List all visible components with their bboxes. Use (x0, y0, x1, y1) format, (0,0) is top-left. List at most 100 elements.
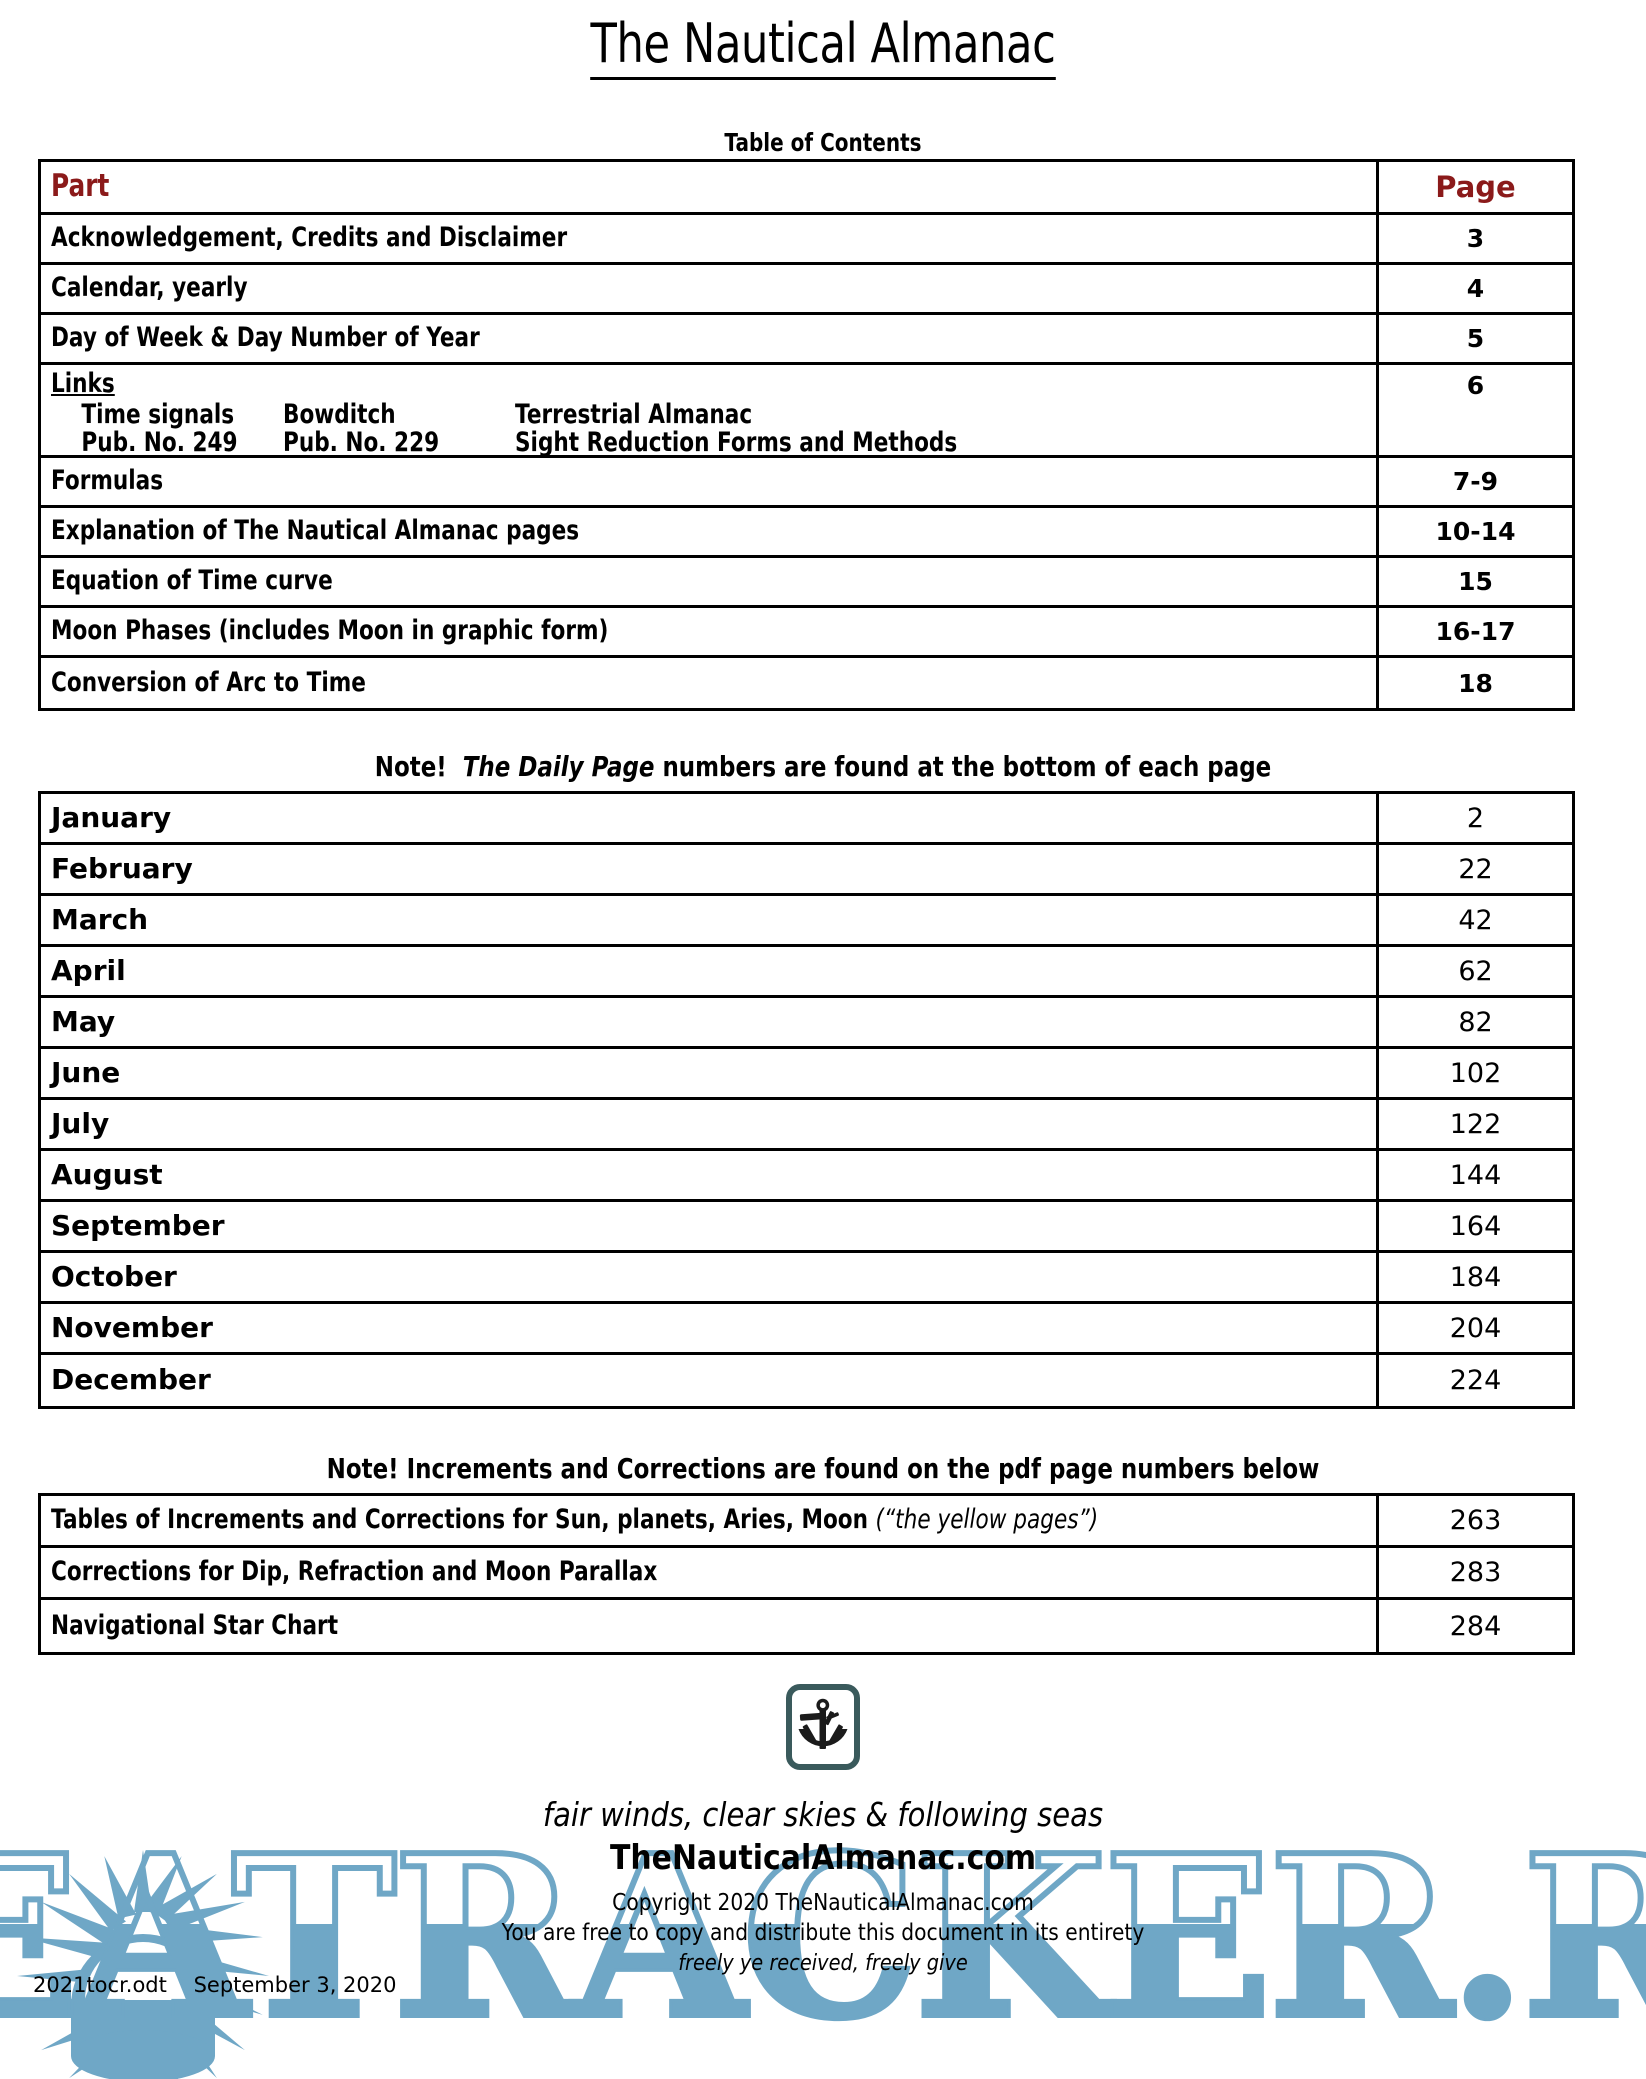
toc-entry-acknowledgement[interactable]: Acknowledgement, Credits and Disclaimer (41, 215, 1379, 262)
month-page-november: 204 (1449, 1312, 1502, 1344)
toc-page-arc-to-time: 18 (1458, 668, 1493, 698)
note-daily-lead: Note! (374, 750, 447, 783)
toc-entry-equation-of-time[interactable]: Equation of Time curve (41, 558, 1379, 605)
month-page-march: 42 (1458, 904, 1493, 936)
link-time-signals[interactable]: Time signals (81, 398, 235, 430)
note-increments: Note! Increments and Corrections are fou… (326, 1452, 1320, 1485)
month-february[interactable]: February (41, 845, 1379, 893)
toc-page-calendar: 4 (1466, 274, 1485, 303)
toc-page-formulas: 7-9 (1452, 467, 1499, 496)
month-page-december: 224 (1449, 1365, 1502, 1396)
incr-entry-star-chart[interactable]: Navigational Star Chart (41, 1600, 1379, 1652)
sextant-badge (786, 1684, 860, 1770)
table-row[interactable]: September 164 (41, 1202, 1572, 1253)
incr-note-yellow-pages: (“the yellow pages”) (875, 1504, 1099, 1535)
link-terrestrial-almanac[interactable]: Terrestrial Almanac (515, 398, 753, 430)
link-sight-reduction[interactable]: Sight Reduction Forms and Methods (515, 427, 958, 459)
table-row[interactable]: Tables of Increments and Corrections for… (41, 1496, 1572, 1548)
month-march[interactable]: March (41, 896, 1379, 944)
file-info: 2021tocr.odt September 3, 2020 (33, 1973, 396, 1997)
toc-heading: Table of Contents (724, 128, 922, 157)
toc-page-moon-phases: 16-17 (1435, 617, 1516, 646)
link-bowditch[interactable]: Bowditch (283, 398, 396, 430)
table-row[interactable]: November 204 (41, 1304, 1572, 1355)
note-daily-italic: The Daily Page (462, 750, 655, 783)
toc-page-explanation: 10-14 (1435, 517, 1516, 546)
table-row[interactable]: Moon Phases (includes Moon in graphic fo… (41, 608, 1572, 658)
table-of-contents: Part Page Acknowledgement, Credits and D… (38, 159, 1575, 711)
month-page-october: 184 (1449, 1261, 1502, 1293)
table-row[interactable]: October 184 (41, 1253, 1572, 1304)
toc-page-links: 6 (1466, 371, 1485, 400)
tagline: fair winds, clear skies & following seas (542, 1795, 1104, 1834)
month-september[interactable]: September (41, 1202, 1379, 1250)
month-december[interactable]: December (41, 1355, 1379, 1406)
toc-entry-arc-to-time[interactable]: Conversion of Arc to Time (41, 658, 1379, 708)
month-april[interactable]: April (41, 947, 1379, 995)
sextant-icon (798, 1698, 848, 1749)
table-row[interactable]: February 22 (41, 845, 1572, 896)
table-row[interactable]: Conversion of Arc to Time 18 (41, 658, 1572, 708)
toc-page-day-of-week: 5 (1466, 324, 1485, 353)
copyright-line-2: You are free to copy and distribute this… (501, 1920, 1145, 1947)
links-grid: Time signals Bowditch Terrestrial Almanac … (51, 398, 957, 458)
link-pub-249[interactable]: Pub. No. 249 (81, 427, 238, 459)
toc-entry-links[interactable]: Links Time signals Bowditch Terrestrial Al… (41, 365, 1379, 458)
month-august[interactable]: August (41, 1151, 1379, 1199)
incr-page-dip-refraction: 283 (1449, 1557, 1502, 1588)
toc-page-acknowledgement: 3 (1466, 224, 1485, 253)
month-page-april: 62 (1458, 955, 1493, 987)
note-daily-tail: numbers are found at the bottom of each … (662, 750, 1272, 783)
incr-label-yellow-pages: Tables of Increments and Corrections for… (51, 1504, 869, 1535)
month-november[interactable]: November (41, 1304, 1379, 1352)
table-row[interactable]: Acknowledgement, Credits and Disclaimer … (41, 215, 1572, 265)
month-page-february: 22 (1458, 853, 1493, 885)
table-row[interactable]: Explanation of The Nautical Almanac page… (41, 508, 1572, 558)
header-cell-part: Part (41, 162, 1379, 212)
copyright-block: Copyright 2020 TheNauticalAlmanac.com Yo… (99, 1888, 1547, 1978)
table-row[interactable]: Corrections for Dip, Refraction and Moon… (41, 1548, 1572, 1600)
toc-entry-explanation[interactable]: Explanation of The Nautical Almanac page… (41, 508, 1379, 555)
month-october[interactable]: October (41, 1253, 1379, 1301)
month-page-may: 82 (1458, 1006, 1493, 1038)
table-months: January 2 February 22 March 42 April 62 … (38, 791, 1575, 1409)
incr-entry-yellow-pages[interactable]: Tables of Increments and Corrections for… (41, 1496, 1379, 1545)
table-row[interactable]: June 102 (41, 1049, 1572, 1100)
table-row[interactable]: January 2 (41, 794, 1572, 845)
month-june[interactable]: June (41, 1049, 1379, 1097)
table-row[interactable]: Formulas 7-9 (41, 458, 1572, 508)
month-july[interactable]: July (41, 1100, 1379, 1148)
site-url[interactable]: TheNauticalAlmanac.com (609, 1838, 1037, 1878)
table-row[interactable]: Navigational Star Chart 284 (41, 1600, 1572, 1652)
links-row-2: Pub. No. 249 Pub. No. 229 Sight Reduction … (51, 429, 957, 458)
table-header-row: Part Page (41, 162, 1572, 215)
file-date: September 3, 2020 (193, 1973, 397, 1997)
scripture-line: freely ye received, freely give (678, 1950, 968, 1976)
toc-entry-moon-phases[interactable]: Moon Phases (includes Moon in graphic fo… (41, 608, 1379, 655)
header-cell-page: Page (1435, 170, 1516, 204)
toc-entry-calendar[interactable]: Calendar, yearly (41, 265, 1379, 312)
month-january[interactable]: January (41, 794, 1379, 842)
incr-page-yellow-pages: 263 (1449, 1505, 1502, 1536)
month-may[interactable]: May (41, 998, 1379, 1046)
month-page-january: 2 (1466, 802, 1485, 834)
table-row[interactable]: Day of Week & Day Number of Year 5 (41, 315, 1572, 365)
table-row[interactable]: December 224 (41, 1355, 1572, 1406)
month-page-june: 102 (1449, 1057, 1502, 1089)
table-row[interactable]: July 122 (41, 1100, 1572, 1151)
table-row[interactable]: August 144 (41, 1151, 1572, 1202)
incr-page-star-chart: 284 (1449, 1610, 1502, 1642)
toc-entry-formulas[interactable]: Formulas (41, 458, 1379, 505)
table-row[interactable]: Equation of Time curve 15 (41, 558, 1572, 608)
table-row-links[interactable]: Links Time signals Bowditch Terrestrial Al… (41, 365, 1572, 458)
toc-entry-day-of-week[interactable]: Day of Week & Day Number of Year (41, 315, 1379, 362)
table-row[interactable]: March 42 (41, 896, 1572, 947)
table-row[interactable]: April 62 (41, 947, 1572, 998)
links-row-1: Time signals Bowditch Terrestrial Almanac (51, 398, 957, 430)
incr-entry-dip-refraction[interactable]: Corrections for Dip, Refraction and Moon… (41, 1548, 1379, 1597)
links-title: Links (51, 368, 115, 399)
link-pub-229[interactable]: Pub. No. 229 (283, 427, 440, 459)
page-title: The Nautical Almanac (165, 12, 1482, 80)
table-row[interactable]: Calendar, yearly 4 (41, 265, 1572, 315)
table-row[interactable]: May 82 (41, 998, 1572, 1049)
